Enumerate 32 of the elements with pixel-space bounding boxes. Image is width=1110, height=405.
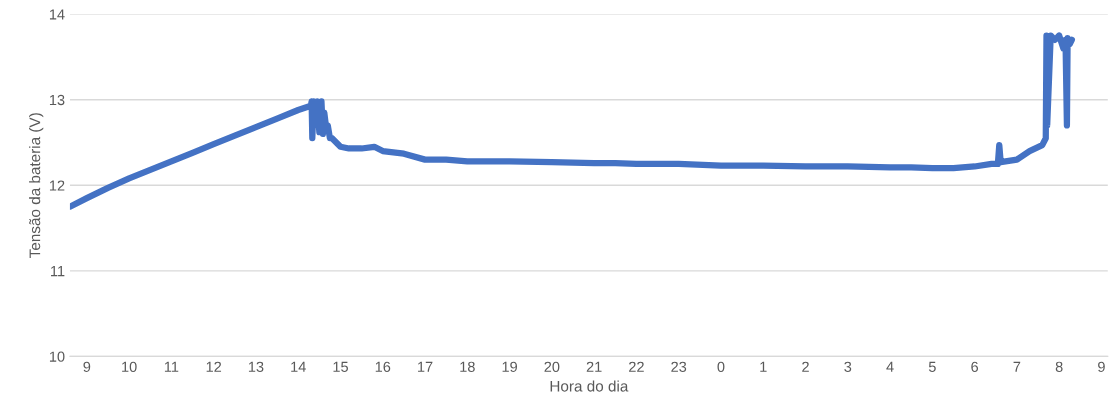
x-tick-label: 13 bbox=[248, 361, 264, 372]
x-tick-label: 20 bbox=[544, 361, 560, 372]
y-axis-title: Tensão da bateria (V) bbox=[29, 113, 44, 258]
x-tick-label: 9 bbox=[83, 361, 91, 372]
x-tick-label: 6 bbox=[971, 361, 979, 372]
x-tick-label: 9 bbox=[1098, 361, 1105, 372]
x-tick-label: 10 bbox=[122, 361, 137, 372]
x-tick-label: 16 bbox=[375, 361, 391, 372]
x-tick-label: 17 bbox=[418, 361, 433, 372]
x-tick-label: 4 bbox=[886, 361, 894, 372]
y-tick-label: 13 bbox=[49, 94, 65, 106]
x-tick-label: 5 bbox=[928, 361, 936, 372]
x-tick-label: 8 bbox=[1055, 361, 1063, 372]
x-tick-label: 15 bbox=[333, 361, 348, 372]
x-tick-label: 21 bbox=[586, 361, 602, 372]
x-tick-label: 22 bbox=[629, 361, 644, 372]
x-tick-label: 1 bbox=[760, 361, 767, 372]
y-tick-label: 11 bbox=[51, 266, 65, 277]
x-tick-label: 18 bbox=[460, 361, 475, 372]
x-tick-label: 0 bbox=[717, 361, 725, 372]
x-tick-label: 23 bbox=[671, 361, 687, 372]
y-tick-label: 12 bbox=[49, 180, 65, 191]
x-tick-label: 12 bbox=[206, 361, 222, 372]
x-tick-label: 14 bbox=[291, 361, 306, 372]
x-tick-label: 3 bbox=[844, 361, 852, 372]
x-tick-label: 7 bbox=[1013, 361, 1021, 372]
x-tick-label: 2 bbox=[802, 361, 809, 372]
y-tick-label: 14 bbox=[49, 9, 65, 20]
x-tick-label: 11 bbox=[164, 361, 179, 372]
x-axis-title: Hora do dia bbox=[550, 380, 629, 392]
x-tick-label: 19 bbox=[502, 361, 518, 372]
y-tick-label: 10 bbox=[49, 351, 65, 362]
